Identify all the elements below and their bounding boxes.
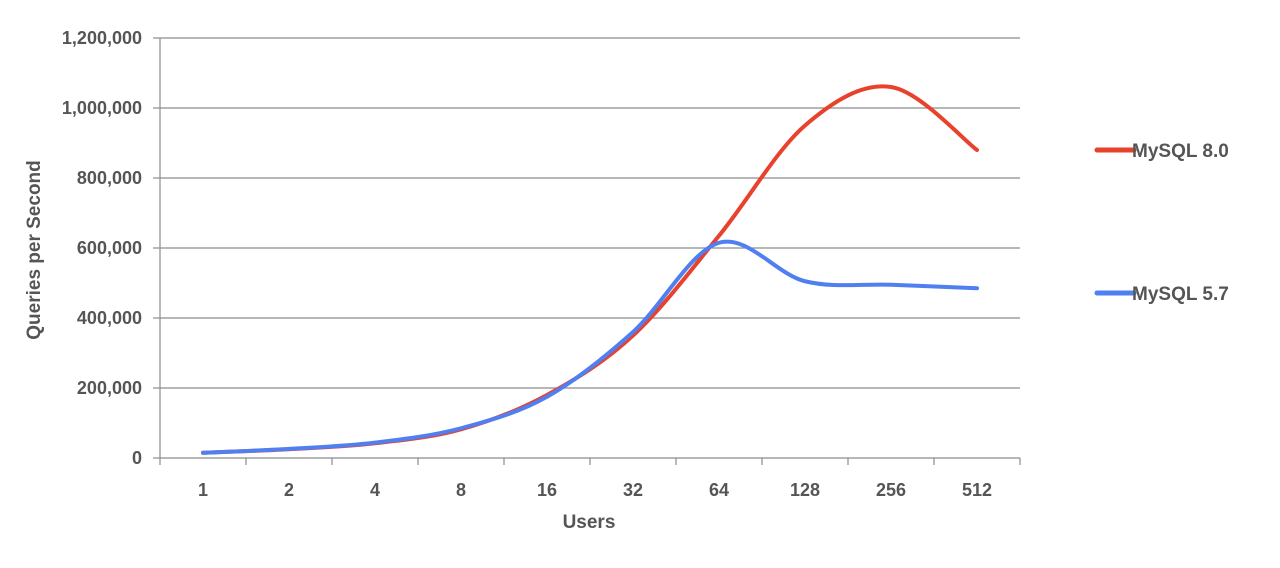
- legend-item-mysql-5-7: MySQL 5.7: [1094, 284, 1229, 305]
- x-tick-label: 128: [790, 480, 820, 500]
- x-tick-label: 512: [962, 480, 992, 500]
- x-tick-label: 2: [284, 480, 294, 500]
- series-line-mysql-8-0: [201, 84, 979, 455]
- x-axis-title: Users: [563, 512, 616, 533]
- y-axis-title: Queries per Second: [24, 160, 45, 340]
- legend-item-mysql-8-0: MySQL 8.0: [1094, 141, 1229, 162]
- y-axis-ticks: 0 200,000 400,000 600,000 800,000 1,000,000 1,…: [62, 28, 142, 468]
- y-tick-label: 800,000: [77, 168, 142, 188]
- x-tick-label: 1: [198, 480, 208, 500]
- grid-lines: [160, 37, 1020, 389]
- x-tick-label: 64: [709, 480, 729, 500]
- y-tick-label: 200,000: [77, 378, 142, 398]
- y-tick-label: 1,200,000: [62, 28, 142, 48]
- y-tick-label: 1,000,000: [62, 98, 142, 118]
- x-tick-label: 32: [623, 480, 643, 500]
- x-tick-label: 16: [537, 480, 557, 500]
- x-tick-label: 8: [456, 480, 466, 500]
- x-tick-label: 256: [876, 480, 906, 500]
- legend-label: MySQL 8.0: [1132, 141, 1229, 162]
- x-tick-label: 4: [370, 480, 380, 500]
- x-axis-ticks: 1 2 4 8 16 32 64 128 256 512: [198, 480, 992, 500]
- series-line-mysql-5-7: [201, 239, 979, 455]
- y-tick-label: 600,000: [77, 238, 142, 258]
- legend-label: MySQL 5.7: [1132, 284, 1229, 305]
- series-lines: [201, 84, 979, 455]
- legend: MySQL 8.0 MySQL 5.7: [1094, 141, 1229, 305]
- axes: [153, 37, 1021, 465]
- y-tick-label: 0: [132, 448, 142, 468]
- y-tick-label: 400,000: [77, 308, 142, 328]
